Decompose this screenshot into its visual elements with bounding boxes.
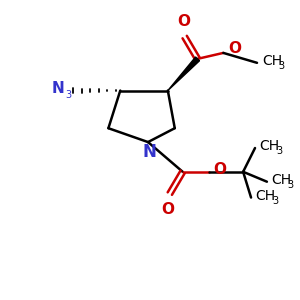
Text: N: N xyxy=(142,143,156,161)
Text: CH: CH xyxy=(255,189,275,202)
Text: O: O xyxy=(161,202,174,217)
Text: CH: CH xyxy=(259,139,279,153)
Text: CH: CH xyxy=(271,173,291,187)
Text: 3: 3 xyxy=(272,196,278,206)
Text: O: O xyxy=(228,41,241,56)
Text: 3: 3 xyxy=(279,61,285,71)
Text: CH: CH xyxy=(262,54,282,68)
Text: 3: 3 xyxy=(276,146,282,156)
Text: N: N xyxy=(52,81,65,96)
Text: O: O xyxy=(177,14,190,29)
Polygon shape xyxy=(168,57,200,91)
Text: 3: 3 xyxy=(66,89,72,100)
Text: 3: 3 xyxy=(288,180,294,190)
Text: O: O xyxy=(213,162,226,177)
